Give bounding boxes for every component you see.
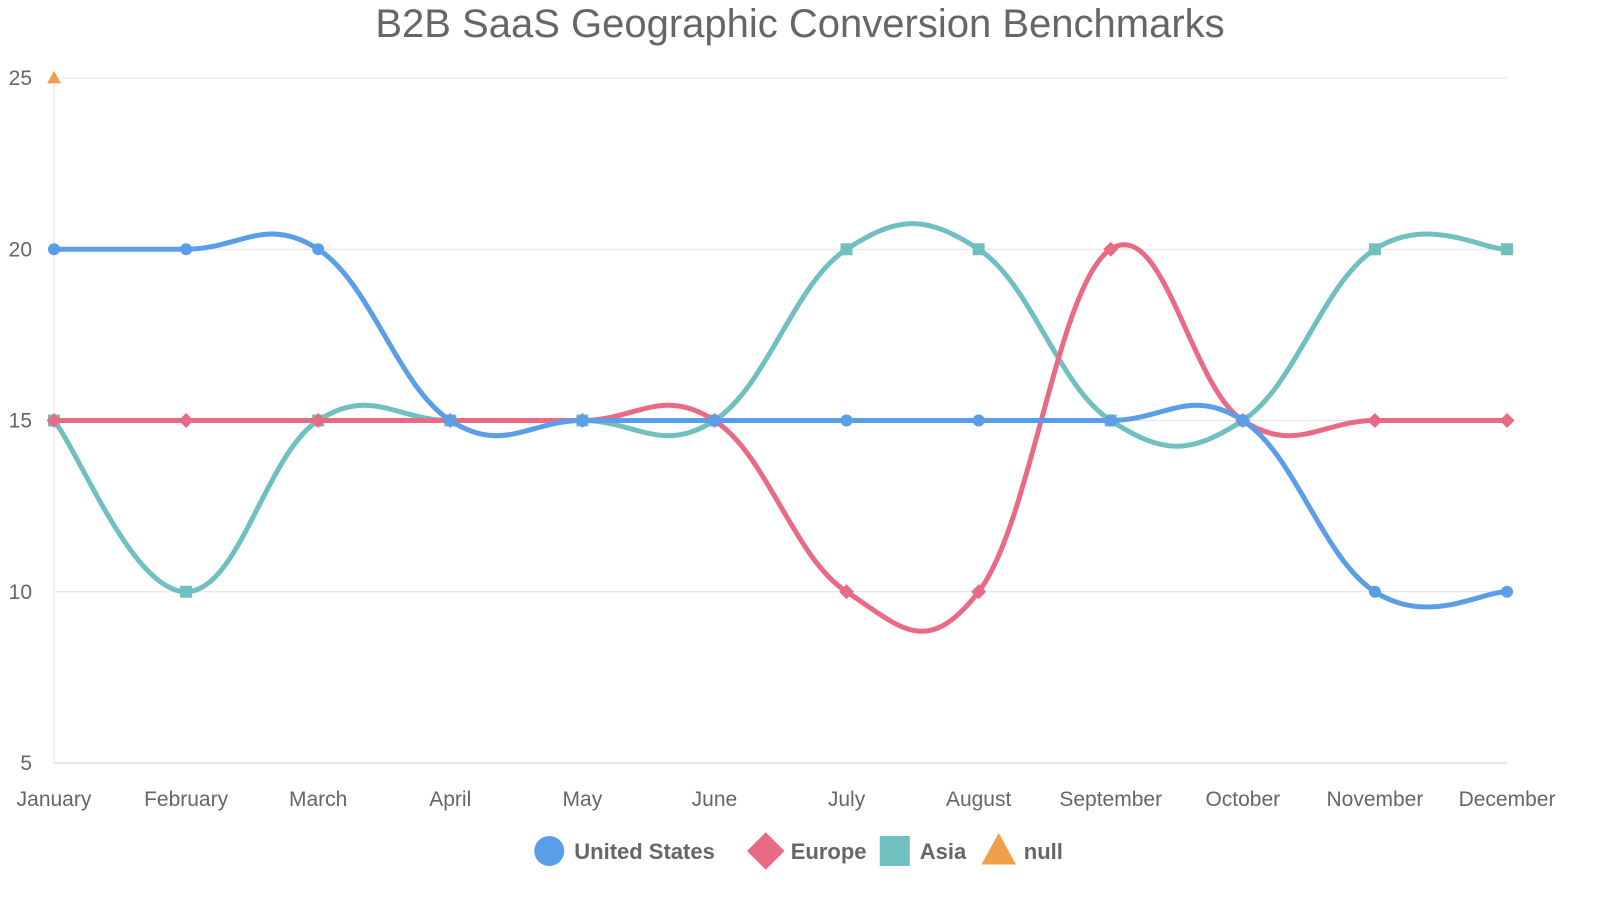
y-tick-label: 10 bbox=[9, 581, 32, 604]
legend-item-null[interactable]: null bbox=[981, 833, 1063, 865]
series-line bbox=[51, 221, 1510, 595]
y-tick-label: 5 bbox=[20, 752, 32, 775]
legend-label: Europe bbox=[791, 839, 867, 864]
data-point bbox=[840, 414, 853, 427]
data-point bbox=[47, 70, 61, 84]
x-tick-label: July bbox=[828, 788, 866, 811]
data-point bbox=[444, 414, 457, 427]
series-line bbox=[51, 242, 1510, 634]
chart-title: B2B SaaS Geographic Conversion Benchmark… bbox=[375, 2, 1225, 46]
x-tick-label: October bbox=[1205, 788, 1280, 811]
x-tick-label: February bbox=[144, 788, 229, 811]
y-tick-label: 20 bbox=[9, 238, 32, 261]
data-point bbox=[1236, 414, 1249, 427]
data-point bbox=[708, 414, 721, 427]
series-europe bbox=[46, 241, 1515, 634]
data-point bbox=[1501, 243, 1513, 256]
legend-marker bbox=[747, 832, 785, 870]
x-tick-label: November bbox=[1326, 788, 1423, 811]
data-point bbox=[178, 413, 194, 428]
data-point bbox=[1103, 241, 1119, 257]
data-point bbox=[839, 584, 855, 600]
legend-item-united-states[interactable]: United States bbox=[534, 836, 715, 866]
data-point bbox=[310, 413, 326, 428]
data-point bbox=[971, 584, 987, 600]
data-point bbox=[180, 243, 193, 256]
data-point bbox=[1499, 413, 1515, 428]
series-asia bbox=[48, 221, 1513, 598]
data-point bbox=[576, 414, 589, 427]
data-point bbox=[840, 243, 853, 256]
axis-layer: 5 10 15 20 25 January February March April May Jun… bbox=[9, 67, 1556, 811]
legend-item-asia[interactable]: Asia bbox=[879, 836, 967, 866]
data-point bbox=[1368, 585, 1381, 598]
series-null bbox=[47, 70, 61, 84]
x-tick-label: March bbox=[289, 788, 347, 811]
data-point bbox=[972, 243, 985, 256]
data-point bbox=[180, 585, 193, 598]
legend-item-europe[interactable]: Europe bbox=[747, 832, 867, 870]
data-point bbox=[1368, 243, 1381, 256]
data-point bbox=[46, 413, 62, 428]
legend-label: Asia bbox=[920, 839, 967, 864]
y-tick-label: 25 bbox=[9, 67, 32, 90]
legend-marker bbox=[879, 836, 910, 866]
legend[interactable]: United States Europe Asia null bbox=[534, 832, 1063, 870]
data-point bbox=[312, 243, 325, 256]
x-tick-label: January bbox=[17, 788, 92, 811]
x-tick-label: December bbox=[1459, 788, 1556, 811]
data-point bbox=[1367, 413, 1383, 428]
legend-marker bbox=[981, 833, 1016, 865]
x-tick-label: April bbox=[429, 788, 471, 811]
data-point bbox=[1501, 585, 1513, 598]
y-tick-label: 15 bbox=[9, 410, 32, 433]
legend-label: null bbox=[1024, 839, 1063, 864]
data-point bbox=[972, 414, 985, 427]
series-united-states bbox=[48, 231, 1513, 610]
x-tick-label: May bbox=[563, 788, 603, 811]
data-point bbox=[48, 243, 60, 256]
x-tick-label: August bbox=[946, 788, 1012, 811]
legend-marker bbox=[534, 836, 565, 866]
legend-label: United States bbox=[574, 839, 715, 864]
x-tick-label: June bbox=[692, 788, 738, 811]
data-point bbox=[1104, 414, 1117, 427]
x-tick-label: September bbox=[1059, 788, 1162, 811]
series-layer bbox=[46, 70, 1515, 634]
